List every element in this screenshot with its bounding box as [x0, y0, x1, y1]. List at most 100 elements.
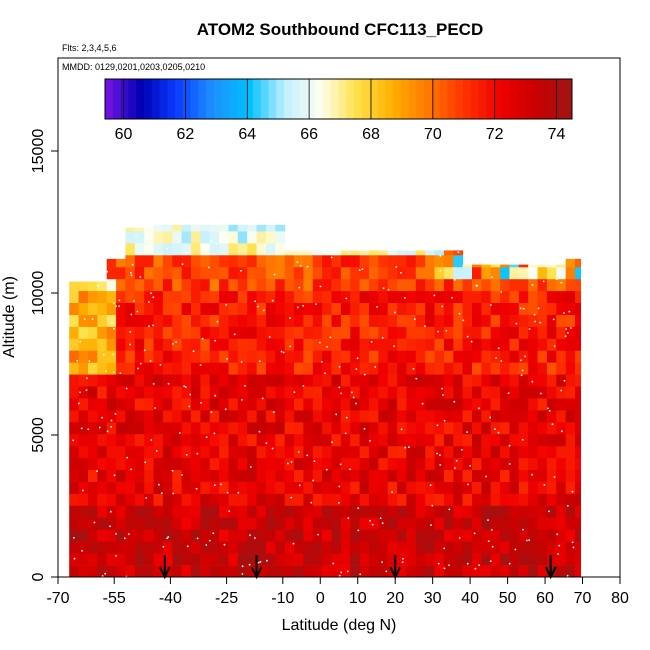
heatmap-cell [312, 565, 323, 578]
flight-track-dot [556, 533, 559, 536]
heatmap-cell [425, 266, 435, 280]
heatmap-cell [219, 421, 229, 435]
heatmap-cell [106, 386, 117, 399]
heatmap-cell [434, 565, 445, 578]
heatmap-cell [97, 481, 108, 494]
heatmap-cell [247, 493, 257, 506]
heatmap-cell [462, 445, 473, 459]
flight-track-dot [489, 416, 492, 419]
heatmap-cell [191, 290, 201, 303]
heatmap-cell [462, 469, 473, 482]
heatmap-cell [256, 457, 267, 470]
heatmap-cell [284, 410, 295, 423]
colorbar-segment [276, 79, 285, 119]
heatmap-cell [228, 314, 239, 327]
heatmap-cell [481, 457, 492, 470]
heatmap-cell [425, 517, 435, 530]
heatmap-cell [453, 254, 464, 268]
heatmap-cell [153, 290, 164, 303]
heatmap-cell [172, 302, 183, 315]
heatmap-cell [200, 481, 211, 494]
heatmap-cell [294, 338, 304, 351]
heatmap-cell [312, 350, 323, 363]
heatmap-cell [181, 445, 192, 459]
heatmap-cell [125, 469, 136, 482]
heatmap-cell [322, 266, 332, 280]
heatmap-cell [528, 338, 538, 351]
heatmap-cell [237, 469, 248, 482]
heatmap-cell [265, 302, 276, 315]
heatmap-cell [294, 326, 304, 339]
heatmap-cell [415, 517, 426, 530]
heatmap-cell [265, 314, 276, 327]
heatmap-cell [556, 541, 567, 554]
heatmap-cell [172, 541, 183, 554]
heatmap-cell [125, 243, 136, 256]
flight-track-dot [325, 468, 328, 471]
heatmap-cell [284, 493, 295, 506]
heatmap-cell [275, 386, 286, 399]
heatmap-cell [116, 469, 126, 482]
heatmap-cell [537, 517, 548, 530]
heatmap-cell [406, 254, 417, 268]
heatmap-cell [359, 398, 370, 411]
heatmap-cell [106, 362, 117, 375]
flight-track-dot [358, 269, 361, 271]
heatmap-cell [518, 553, 529, 566]
flight-track-dot [298, 286, 301, 289]
heatmap-cell [191, 433, 201, 447]
flight-track-dot [521, 438, 524, 441]
heatmap-cell [472, 338, 482, 351]
heatmap-cell [509, 314, 520, 327]
heatmap-cell [106, 266, 117, 280]
heatmap-cell [200, 326, 211, 339]
flight-track-dot [102, 353, 105, 356]
colorbar-segment [447, 79, 456, 119]
flight-track-dot [106, 430, 109, 433]
flight-track-dot [330, 256, 333, 259]
heatmap-cell [191, 398, 201, 411]
heatmap-cell [116, 314, 126, 327]
heatmap-cell [228, 386, 239, 399]
heatmap-cell [415, 314, 426, 327]
heatmap-cell [134, 445, 145, 459]
flight-track-dot [136, 310, 139, 313]
heatmap-cell [369, 302, 379, 315]
heatmap-cell [256, 505, 267, 518]
flight-track-dot [109, 510, 112, 513]
flight-track-dot [289, 345, 291, 348]
heatmap-cell [378, 278, 389, 292]
flight-track-dot [462, 319, 465, 322]
colorbar-segment [284, 79, 293, 119]
heatmap-cell [181, 290, 192, 303]
heatmap-cell [340, 421, 351, 435]
heatmap-cell [453, 398, 464, 411]
heatmap-cell [359, 374, 370, 387]
colorbar-segment [393, 79, 402, 119]
heatmap-cell [546, 362, 557, 375]
heatmap-cell [312, 314, 323, 327]
flight-track-dot [385, 570, 388, 573]
heatmap-cell [219, 517, 229, 530]
dates-note: MMDD: 0129,0201,0203,0205,0210 [62, 62, 205, 72]
heatmap-cell [181, 457, 192, 470]
heatmap-cell [331, 314, 342, 327]
heatmap-cell [490, 314, 501, 327]
heatmap-cell [387, 421, 398, 435]
heatmap-cell [275, 493, 286, 506]
flight-track-dot [381, 561, 383, 564]
flight-track-dot [433, 294, 436, 297]
heatmap-cell [219, 410, 229, 423]
flight-track-dot [351, 391, 353, 394]
heatmap-cell [209, 529, 220, 542]
heatmap-cell [294, 362, 304, 375]
flight-track-dot [332, 562, 335, 565]
flight-track-dot [524, 355, 526, 358]
heatmap-cell [322, 338, 332, 351]
heatmap-cell [556, 469, 567, 482]
heatmap-cell [425, 362, 435, 375]
heatmap-cell [575, 278, 581, 292]
heatmap-cell [340, 541, 351, 554]
heatmap-cell [528, 529, 538, 542]
heatmap-cell [415, 457, 426, 470]
